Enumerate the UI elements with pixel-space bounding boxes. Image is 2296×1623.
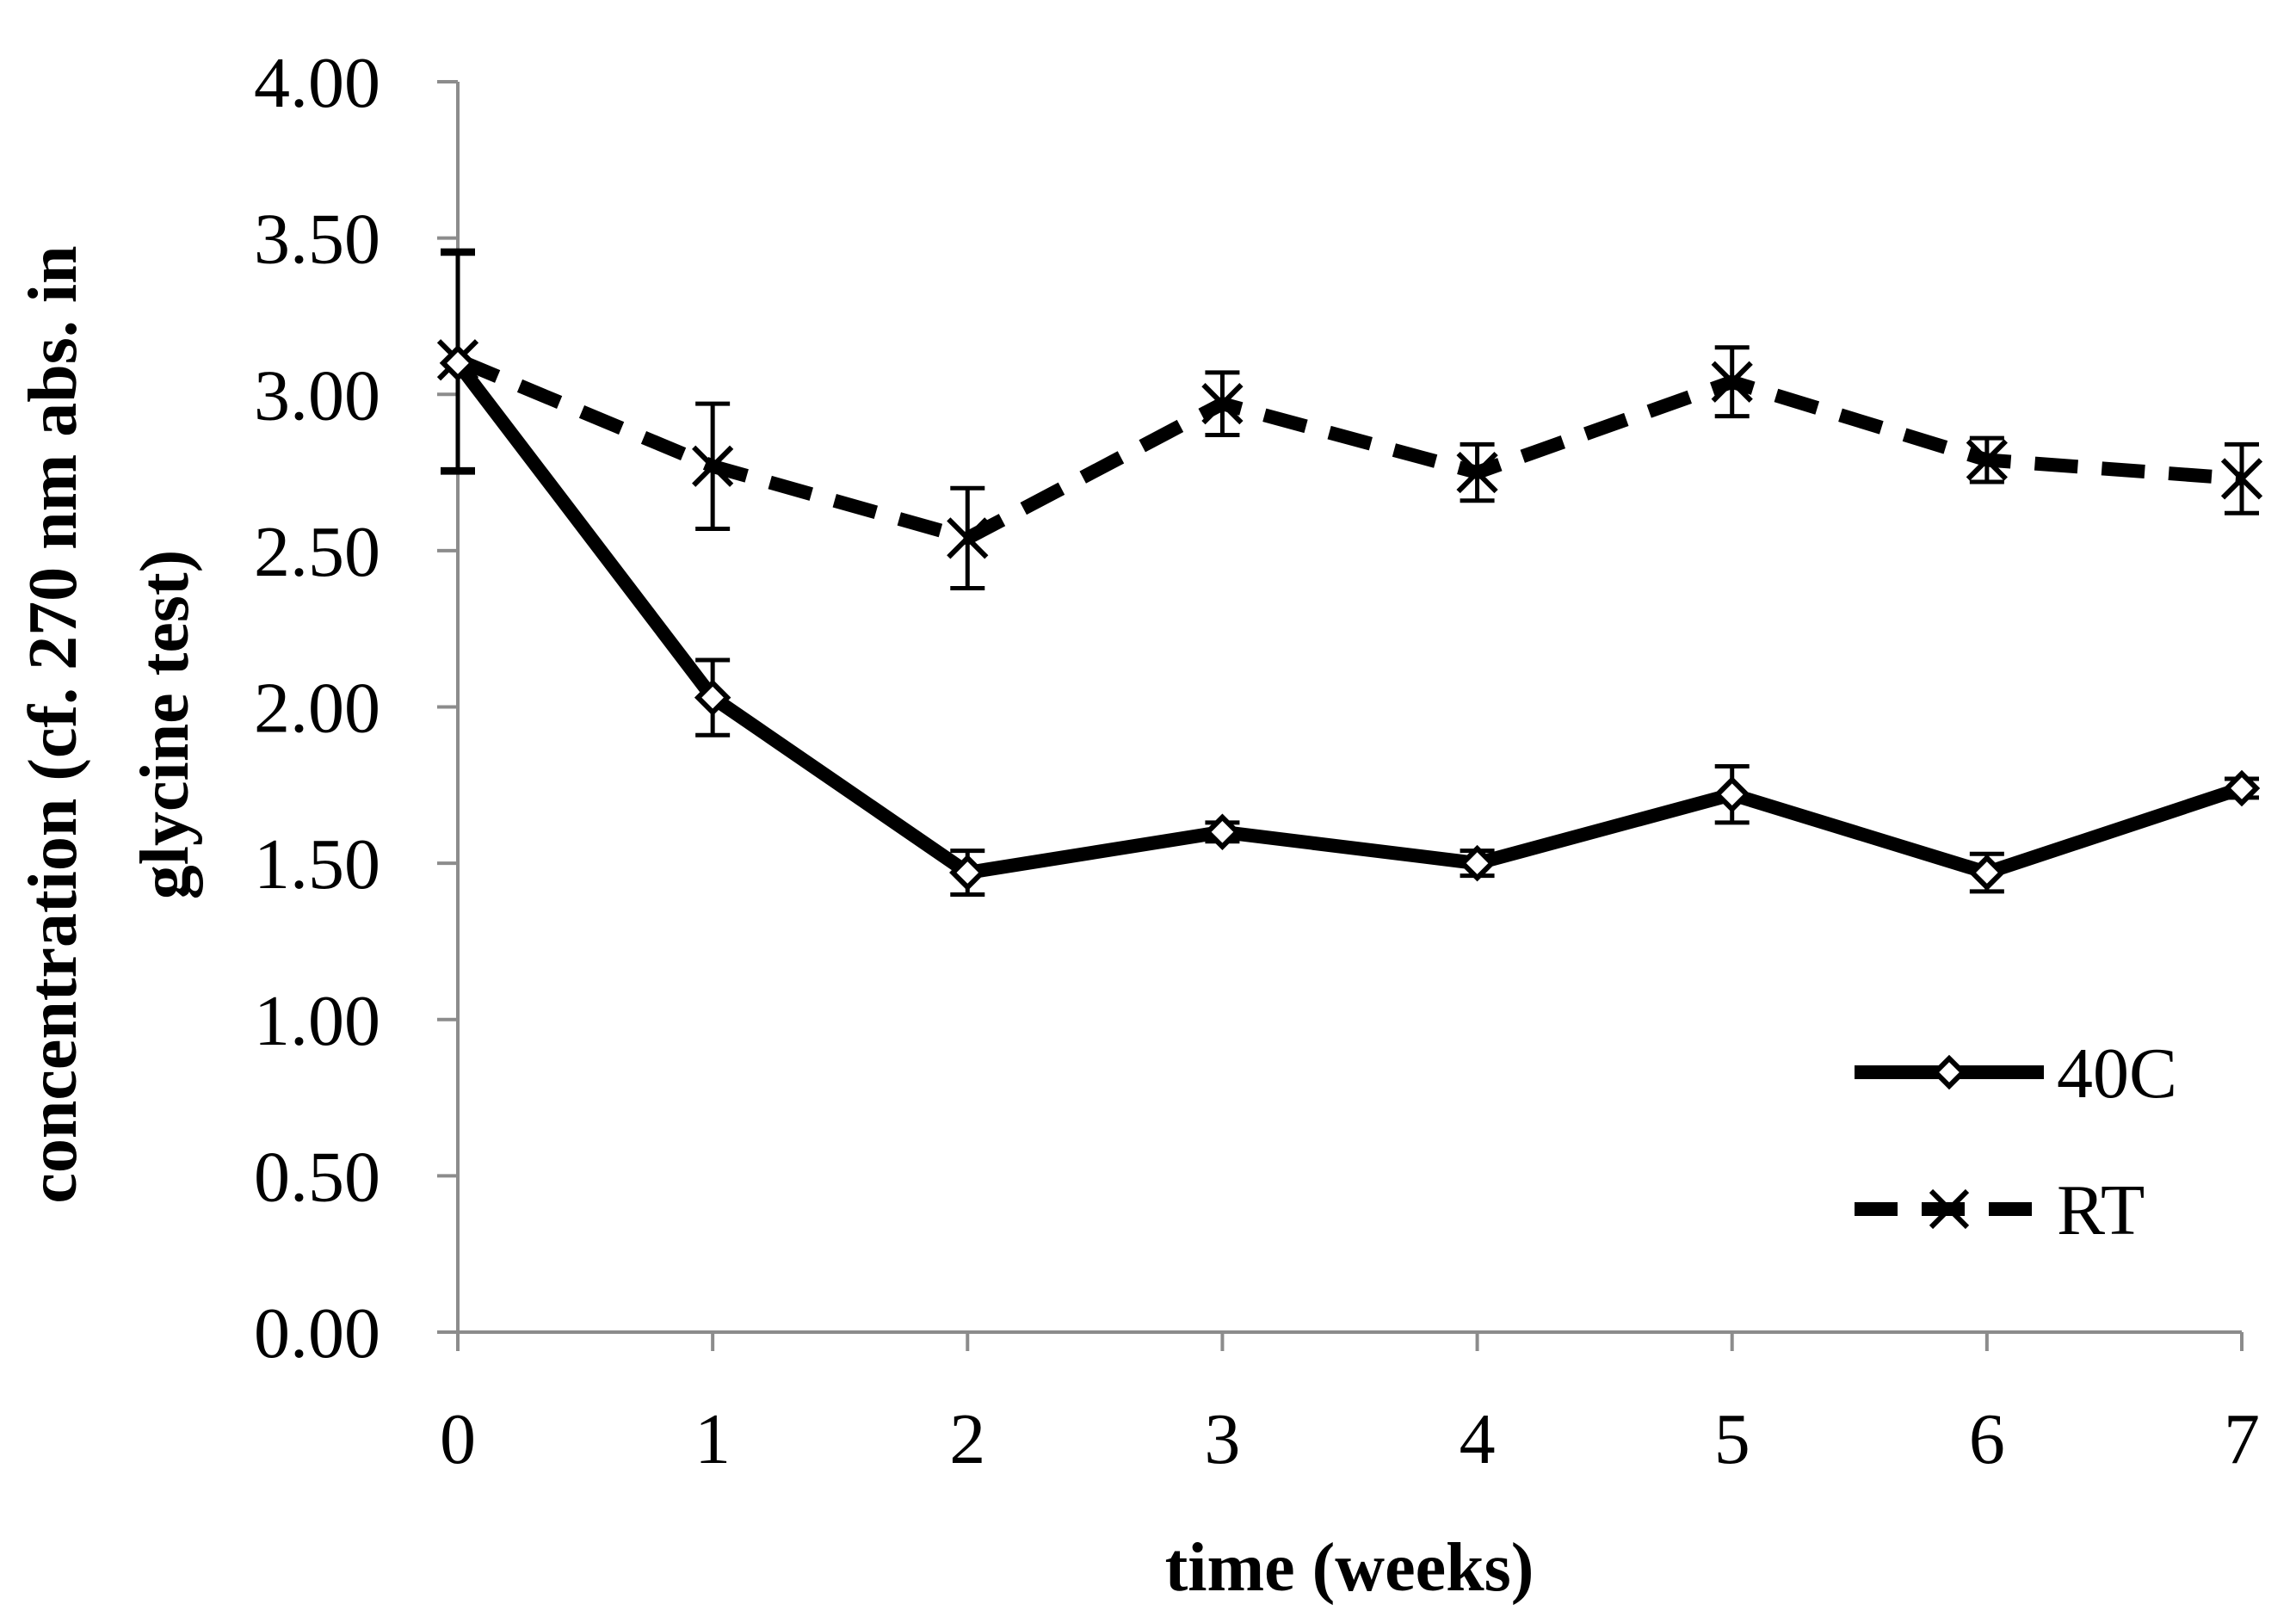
data-point-rt xyxy=(947,517,989,559)
data-point-40c xyxy=(439,344,477,382)
data-point-40c xyxy=(694,679,731,716)
x-tick-label: 2 xyxy=(949,1399,985,1479)
y-tick-label: 3.00 xyxy=(254,355,380,435)
x-tick-label: 1 xyxy=(694,1399,731,1479)
legend-x-marker-icon xyxy=(1929,1188,1970,1230)
series-line-rt xyxy=(454,353,2243,546)
data-point-40c xyxy=(1713,775,1750,813)
y-tick-label: 2.00 xyxy=(254,669,380,749)
series-rt xyxy=(436,248,2263,590)
legend-label-40c: 40C xyxy=(2057,1034,2177,1114)
data-point-rt xyxy=(1201,383,1244,425)
data-point-40c xyxy=(1459,844,1496,882)
y-tick-label: 0.00 xyxy=(254,1293,380,1373)
x-axis-title: time (weeks) xyxy=(1165,1530,1534,1606)
y-tick-label: 3.50 xyxy=(254,200,380,280)
data-point-rt xyxy=(692,445,734,487)
series-line-40c xyxy=(452,359,2244,880)
legend-item-rt: RT xyxy=(1855,1170,2145,1250)
x-tick-label: 0 xyxy=(440,1399,476,1479)
chart-ticks: 0.00 0.50 1.00 1.50 2.00 2.50 3.00 3.50 4.00 0 1 2 3… xyxy=(254,43,2260,1479)
y-tick-label: 0.50 xyxy=(254,1137,380,1217)
data-point-40c xyxy=(2223,769,2261,807)
y-tick-label: 2.50 xyxy=(254,512,380,592)
legend-label-rt: RT xyxy=(2057,1170,2145,1250)
data-point-rt xyxy=(2220,458,2263,500)
data-point-40c xyxy=(1968,854,2006,892)
x-tick-label: 7 xyxy=(2224,1399,2260,1479)
y-axis-title-line-1: concentration (cf. 270 nm abs. in xyxy=(15,245,91,1203)
x-tick-label: 5 xyxy=(1714,1399,1750,1479)
y-tick-label: 4.00 xyxy=(254,43,380,123)
y-tick-label: 1.00 xyxy=(254,981,380,1061)
data-point-rt xyxy=(1966,439,2008,481)
y-tick-label: 1.50 xyxy=(254,824,380,904)
data-point-40c xyxy=(1204,813,1241,851)
legend: 40C RT xyxy=(1855,1034,2177,1250)
data-point-rt xyxy=(1711,361,1753,403)
y-axis-title-line-2: glycine test) xyxy=(127,550,203,900)
x-tick-label: 6 xyxy=(1969,1399,2005,1479)
chart-series xyxy=(436,248,2263,897)
x-tick-label: 3 xyxy=(1204,1399,1240,1479)
data-point-rt xyxy=(1456,451,1498,494)
x-tick-label: 4 xyxy=(1460,1399,1496,1479)
series-40c xyxy=(439,251,2261,897)
legend-diamond-marker-icon xyxy=(1931,1054,1967,1090)
data-point-40c xyxy=(949,854,986,892)
legend-item-40c: 40C xyxy=(1855,1034,2177,1114)
